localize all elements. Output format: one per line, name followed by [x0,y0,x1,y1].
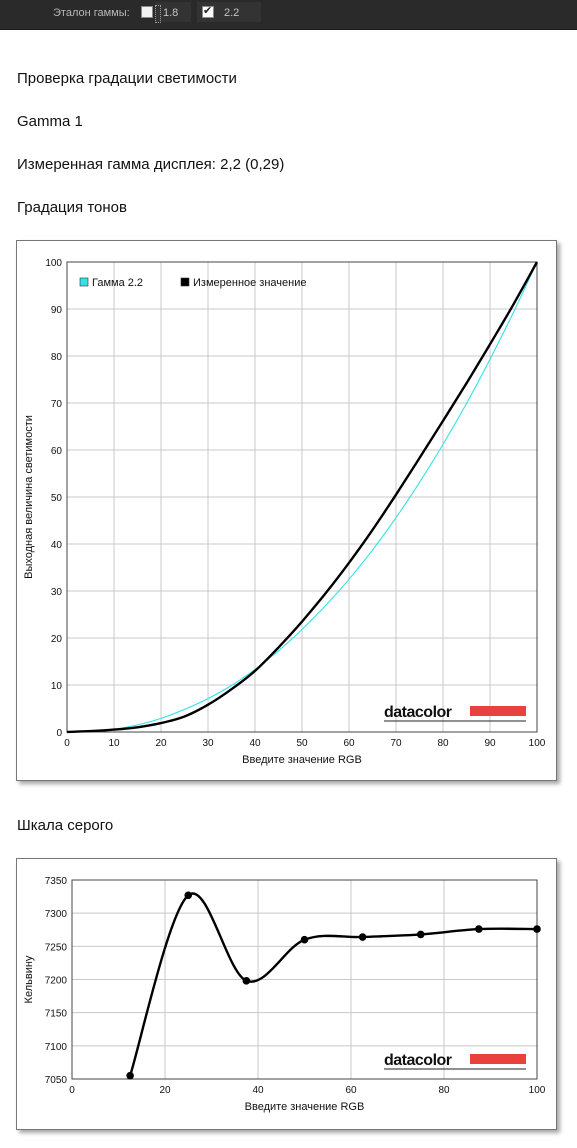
x-tick-label: 100 [529,1085,546,1096]
tone-gradation-chart: 0 10 20 30 40 50 60 70 80 90 100 0 10 20 30 40 50 60 70 80 9… [23,258,546,766]
data-point [475,925,483,933]
y-tick-label: 7200 [45,976,68,987]
y-tick-label: 100 [45,258,62,269]
x-tick-label: 50 [296,738,308,749]
x-tick-label: 60 [343,738,355,749]
legend-swatch-2 [180,277,190,287]
gamma-2-2-label[interactable]: 2.2 [224,7,240,19]
x-tick-label: 40 [252,1085,264,1096]
x-tick-label: 70 [390,738,402,749]
page-title: Проверка градации светимости [17,70,237,87]
y-tick-label: 7250 [45,942,68,953]
gamma-reference-toolbar: Эталон гаммы: 1.8 ✔ 2.2 [0,0,577,30]
y-tick-label: 30 [51,587,63,598]
y-tick-label: 10 [51,681,63,692]
legend-label-2: Измеренное значение [193,277,307,289]
gamma-1-8-label[interactable]: 1.8 [163,7,179,19]
legend-label-1: Гамма 2.2 [92,277,143,289]
grayscale-heading: Шкала серого [17,817,114,834]
gamma-option-1-box [155,2,191,22]
gamma-1-8-checkbox[interactable] [141,6,153,18]
y-tick-label: 70 [51,399,63,410]
data-point [242,977,251,985]
x-tick-label: 0 [69,1085,75,1096]
y-tick-label: 7100 [45,1042,68,1053]
data-point [126,1071,134,1080]
y-tick-label: 7300 [45,909,68,920]
x-tick-label: 20 [159,1085,171,1096]
y-tick-label: 20 [51,634,63,645]
y-tick-label: 60 [51,446,63,457]
data-point [358,933,367,941]
gamma-2-2-checkbox[interactable]: ✔ [202,5,214,18]
x-tick-label: 40 [249,738,261,749]
data-point [533,925,541,933]
series-line-2 [66,261,539,734]
series-line-1 [128,892,538,1077]
y-tick-label: 80 [51,352,63,363]
y-tick-label: 90 [51,305,63,316]
x-tick-label: 0 [64,738,70,749]
x-tick-label: 80 [437,738,449,749]
measured-gamma-text: Измеренная гамма дисплея: 2,2 (0,29) [17,156,285,173]
y-tick-label: 50 [51,493,63,504]
series-line-1 [66,261,538,733]
datacolor-logo-text: datacolor [384,704,452,721]
gamma-reference-label: Эталон гаммы: [53,7,130,19]
tone-gradation-heading: Градация тонов [17,199,127,216]
x-tick-label: 80 [438,1085,450,1096]
y-tick-label: 7150 [45,1009,68,1020]
data-point [300,935,309,944]
focus-indicator [155,5,161,23]
x-tick-label: 90 [484,738,496,749]
datacolor-logo-bar [470,1054,526,1064]
x-tick-label: 100 [529,738,546,749]
y-tick-label: 7050 [45,1075,68,1086]
x-tick-label: 60 [345,1085,357,1096]
datacolor-logo-text: datacolor [384,1052,452,1069]
y-tick-label: 40 [51,540,63,551]
grayscale-chart-panel: 0 20 40 60 80 100 7050 7100 7150 7200 7250 7300 7350… [16,858,557,1130]
check-mark-icon: ✔ [203,5,213,17]
x-tick-label: 30 [202,738,214,749]
y-tick-label: 7350 [45,876,68,887]
plot-frame [71,879,538,1080]
plot-frame [66,261,538,733]
y-tick-label: 0 [56,728,62,739]
grayscale-chart: 0 20 40 60 80 100 7050 7100 7150 7200 7250 7300 7350… [23,876,546,1113]
legend-swatch-1 [79,277,89,287]
x-tick-label: 20 [155,738,167,749]
x-tick-label: 10 [108,738,120,749]
profile-name: Gamma 1 [17,113,83,130]
datacolor-logo-bar [470,706,526,716]
data-point [416,930,425,939]
tone-gradation-chart-panel: 0 10 20 30 40 50 60 70 80 90 100 0 10 20 30 40 50 60 70 80 9… [16,240,557,781]
y-axis-label: Выходная величина светимости [23,415,35,579]
x-axis-label: Введите значение RGB [245,1101,365,1113]
x-axis-label: Введите значение RGB [242,754,362,766]
data-point [184,891,193,900]
y-axis-label: Кельвину [23,955,35,1003]
